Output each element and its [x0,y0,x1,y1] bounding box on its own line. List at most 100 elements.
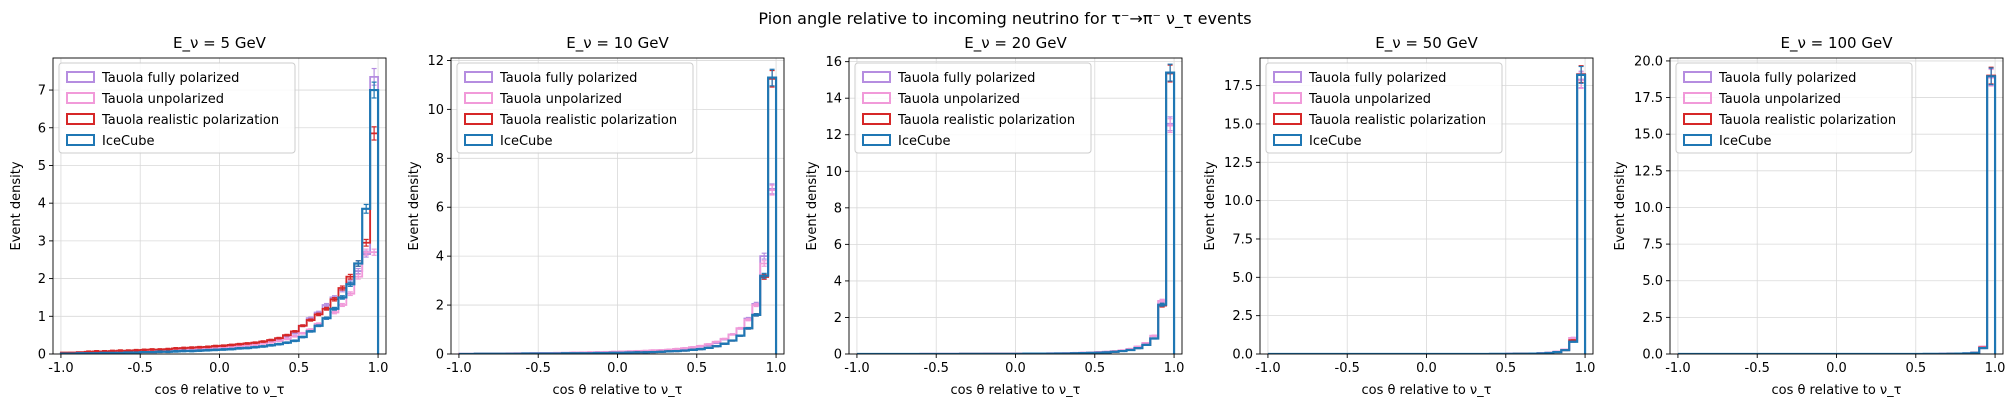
x-tick-label: 1.0 [1985,361,2006,376]
y-tick-label: 2 [38,272,46,287]
y-tick-label: 2.5 [1232,309,1253,324]
legend-label: IceCube [1719,134,1772,149]
y-tick-label: 3 [38,234,46,249]
panel-title: E_ν = 100 GeV [1781,34,1894,53]
y-tick-label: 5 [38,159,46,174]
legend-box [1675,62,1913,154]
y-tick-label: 6 [436,201,444,216]
x-axis-label: cos θ relative to ν_τ [1771,383,1901,398]
y-tick-label: 10.0 [1224,194,1253,209]
legend-label: Tauola unpolarized [1718,92,1841,107]
legend-label: Tauola fully polarized [1718,71,1856,86]
legend-label: IceCube [500,134,553,149]
x-tick-label: 0.0 [209,361,230,376]
y-tick-label: 12 [427,54,444,69]
legend-swatch [862,113,891,125]
legend-swatch [1273,113,1302,125]
x-tick-label: -1.0 [1255,361,1280,376]
histogram-step-line [1267,73,1587,354]
y-tick-label: 8 [834,201,842,216]
x-tick-label: -0.5 [1745,361,1770,376]
y-tick-label: 0.0 [1232,348,1253,363]
legend: Tauola fully polarized Tauola unpolarized… [456,62,694,154]
x-tick-label: 0.5 [1495,361,1516,376]
x-tick-label: 0.5 [686,361,707,376]
x-tick-label: -1.0 [1665,361,1690,376]
x-tick-label: 1.0 [1164,361,1185,376]
y-tick-label: 17.5 [1634,91,1663,106]
legend-label: Tauola unpolarized [499,92,622,107]
legend-swatch [66,71,95,83]
y-tick-label: 4 [436,250,444,265]
series-tauola-realistic-polarization [60,126,379,354]
y-tick-label: 2 [834,311,842,326]
legend-swatch [464,134,493,146]
legend: Tauola fully polarized Tauola unpolarized… [854,62,1092,154]
histogram-step-line [60,132,379,354]
x-axis-label: cos θ relative to ν_τ [950,383,1080,398]
y-tick-label: 10.0 [1634,201,1663,216]
legend-label: Tauola unpolarized [897,92,1020,107]
y-tick-label: 1 [38,310,46,325]
y-axis-label: Event density [1613,161,1628,250]
histogram-marks [1677,66,1997,354]
x-tick-label: 0.0 [607,361,628,376]
legend-swatch [1683,134,1712,146]
y-tick-label: 0.0 [1642,348,1663,363]
y-tick-label: 16 [825,55,842,70]
y-tick-label: 12.5 [1634,164,1663,179]
y-tick-label: 7 [38,84,46,99]
y-tick-label: 6 [38,121,46,136]
y-tick-label: 14 [825,92,842,107]
legend-swatch [464,113,493,125]
x-tick-label: 0.0 [1826,361,1847,376]
x-axis-label: cos θ relative to ν_τ [552,383,682,398]
panel-4: -1.0 -0.5 0.0 0.5 1.0 0.0 2.5 5.0 7.5 10.0 12.5 15.… [1203,34,1595,398]
legend-swatch [862,134,891,146]
legend-label: Tauola realistic polarization [499,113,677,128]
y-tick-label: 0 [38,348,46,363]
legend-swatch [66,113,95,125]
legend-label: Tauola realistic polarization [897,113,1075,128]
legend-swatch [862,71,891,83]
series-icecube [59,81,380,354]
panel-title: E_ν = 50 GeV [1375,34,1478,53]
legend-swatch [1273,134,1302,146]
series-icecube [458,68,778,354]
y-tick-label: 17.5 [1224,79,1253,94]
legend-swatch [1273,92,1302,104]
x-tick-label: -1.0 [446,361,471,376]
y-tick-label: 15.0 [1224,117,1253,132]
x-tick-label: -0.5 [526,361,551,376]
legend-swatch [1273,71,1302,83]
histogram-step-line [59,88,380,354]
panel-1: -1.0 -0.5 0.0 0.5 1.0 0 1 2 3 4 5 6 7 E_ν = 5 GeV cos … [9,34,388,398]
legend-box [456,62,694,154]
y-axis-label: Event density [407,161,422,250]
legend-label: Tauola fully polarized [1308,71,1446,86]
x-axis-label: cos θ relative to ν_τ [154,383,284,398]
x-axis-label: cos θ relative to ν_τ [1361,383,1491,398]
x-tick-label: -0.5 [1335,361,1360,376]
x-tick-label: -0.5 [924,361,949,376]
legend-label: IceCube [1309,134,1362,149]
legend-swatch [66,134,95,146]
legend-label: Tauola unpolarized [1308,92,1431,107]
histogram-marks [59,67,380,354]
x-tick-label: 0.5 [288,361,309,376]
legend-swatch [66,92,95,104]
series-icecube [1267,65,1587,354]
legend-label: Tauola fully polarized [499,71,637,86]
y-axis-label: Event density [805,161,820,250]
series-icecube [856,63,1176,354]
histogram-marks [1267,65,1587,354]
y-axis-label: Event density [1203,161,1218,250]
legend-box [1265,62,1503,154]
y-tick-label: 0 [834,348,842,363]
y-tick-label: 15.0 [1634,128,1663,143]
x-tick-label: -1.0 [844,361,869,376]
figure-suptitle: Pion angle relative to incoming neutrino… [758,9,1251,29]
x-tick-label: 1.0 [766,361,787,376]
legend-box [854,62,1092,154]
y-tick-label: 4 [38,197,46,212]
